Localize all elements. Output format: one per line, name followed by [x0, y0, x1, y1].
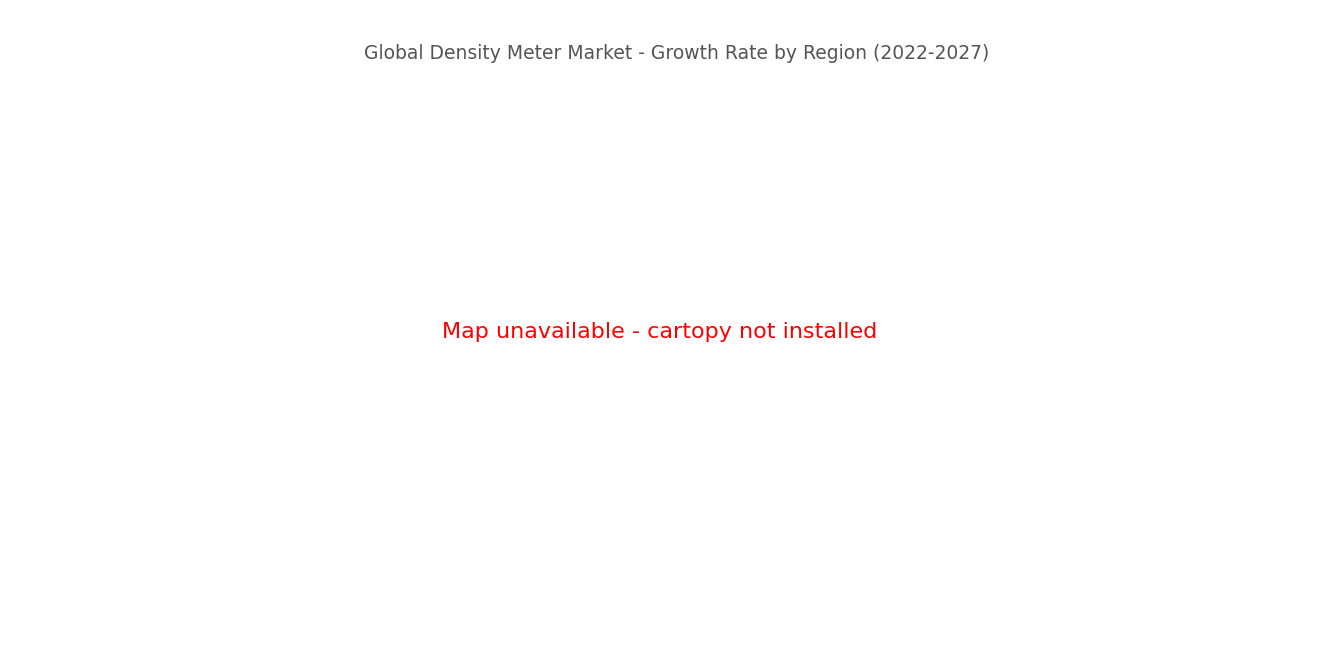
Title: Global Density Meter Market - Growth Rate by Region (2022-2027): Global Density Meter Market - Growth Rat…: [364, 44, 989, 63]
Text: Map unavailable - cartopy not installed: Map unavailable - cartopy not installed: [442, 323, 878, 342]
